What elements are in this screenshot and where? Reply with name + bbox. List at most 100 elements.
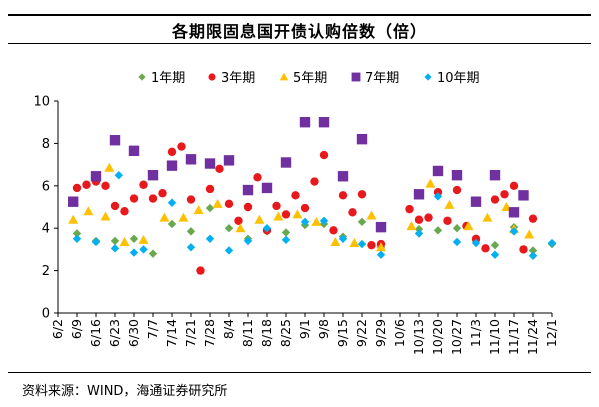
series-2-point <box>509 181 519 190</box>
series-4-point <box>299 117 311 128</box>
x-tick-label: 9/22 <box>354 319 369 347</box>
series-2-point <box>519 245 528 254</box>
series-4-point <box>337 171 349 182</box>
x-tick-label: 7/14 <box>164 319 179 347</box>
series-2-point <box>281 210 291 219</box>
x-tick-label: 11/24 <box>525 319 540 355</box>
series-4-point <box>128 145 140 157</box>
series-4-point <box>204 158 216 169</box>
series-5-point <box>91 237 101 247</box>
series-2-point <box>338 191 348 200</box>
series-1-point <box>433 226 443 235</box>
series-2-point <box>129 194 139 203</box>
legend-label: 7年期 <box>365 71 399 86</box>
series-4-point <box>356 133 368 145</box>
series-5-point <box>414 229 424 238</box>
series-1-point <box>72 229 82 238</box>
legend-label: 5年期 <box>293 71 327 86</box>
series-3-point <box>366 210 377 220</box>
series-4-point <box>242 184 254 196</box>
series-4-point <box>261 182 273 194</box>
series-2-point <box>452 185 462 195</box>
x-tick-label: 9/1 <box>297 319 312 339</box>
series-3-point <box>159 212 170 222</box>
series-1-point <box>167 219 177 229</box>
series-3-point <box>463 221 474 231</box>
series-2-point <box>224 199 234 209</box>
series-2-point <box>490 195 500 204</box>
series-2-point <box>139 180 148 189</box>
series-2-point <box>243 202 253 212</box>
series-2-point <box>148 194 158 203</box>
legend-marker <box>138 73 146 81</box>
series-4-point <box>451 170 463 181</box>
series-2-point <box>405 204 414 214</box>
x-tick-label: 6/2 <box>50 319 65 339</box>
series-5-point <box>547 238 557 248</box>
series-4-point <box>375 221 387 233</box>
series-2-point <box>205 184 215 194</box>
series-2-point <box>72 183 82 193</box>
x-tick-label: 9/29 <box>373 319 388 347</box>
series-4-point <box>166 160 178 171</box>
series-1-point <box>110 236 120 246</box>
series-5-point <box>262 224 272 233</box>
series-3-point <box>311 216 322 226</box>
series-5-point <box>376 250 386 259</box>
series-3-point <box>104 162 115 172</box>
series-4-point <box>432 165 444 177</box>
series-5-point <box>72 234 82 243</box>
series-2-point <box>110 201 120 211</box>
series-3-point <box>482 212 493 222</box>
series-2-point <box>167 147 177 157</box>
series-1-point <box>414 225 424 234</box>
series-4-point <box>518 190 529 201</box>
series-5-point <box>338 234 348 243</box>
series-2-point <box>101 181 110 190</box>
series-3-point <box>119 236 130 246</box>
x-tick-label: 10/6 <box>392 319 407 347</box>
series-3-point <box>83 206 94 216</box>
series-2-point <box>215 164 224 174</box>
x-tick-label: 7/7 <box>145 319 160 339</box>
series-2-point <box>319 150 329 160</box>
y-tick-label: 2 <box>42 264 50 279</box>
series-4-point <box>109 135 121 146</box>
series-2-point <box>158 189 167 198</box>
series-5-point <box>433 192 443 201</box>
series-3-point <box>178 212 189 222</box>
series-4-point <box>223 155 235 166</box>
series-2-point <box>471 234 481 243</box>
series-3-point <box>212 198 223 208</box>
series-5-point <box>357 239 367 249</box>
series-1-point <box>186 227 196 236</box>
legend-marker <box>279 72 289 81</box>
x-tick-label: 11/10 <box>487 319 502 355</box>
series-3-point <box>425 178 436 188</box>
series-5-point <box>205 234 215 243</box>
series-5-point <box>471 238 481 248</box>
series-2-point <box>310 177 319 186</box>
x-tick-label: 8/25 <box>278 319 293 347</box>
series-1-point <box>528 246 538 255</box>
series-2-point <box>234 216 243 225</box>
series-3-point <box>273 211 284 221</box>
series-4-point <box>318 117 330 128</box>
series-4-point <box>508 207 520 218</box>
x-tick-label: 10/27 <box>449 319 464 355</box>
x-tick-label: 10/13 <box>411 319 426 355</box>
series-2-point <box>82 180 91 189</box>
x-tick-label: 6/30 <box>126 319 141 347</box>
x-tick-label: 8/18 <box>259 319 274 347</box>
series-2-point <box>424 213 433 222</box>
y-tick-label: 8 <box>42 137 50 152</box>
series-3-point <box>138 234 149 244</box>
x-tick-label: 6/16 <box>88 319 103 347</box>
series-3-point <box>406 221 417 231</box>
x-tick-label: 7/21 <box>183 319 198 347</box>
series-4-point <box>90 171 102 182</box>
series-1-point <box>490 240 500 250</box>
series-1-point <box>357 217 367 227</box>
series-4-point <box>413 189 425 200</box>
